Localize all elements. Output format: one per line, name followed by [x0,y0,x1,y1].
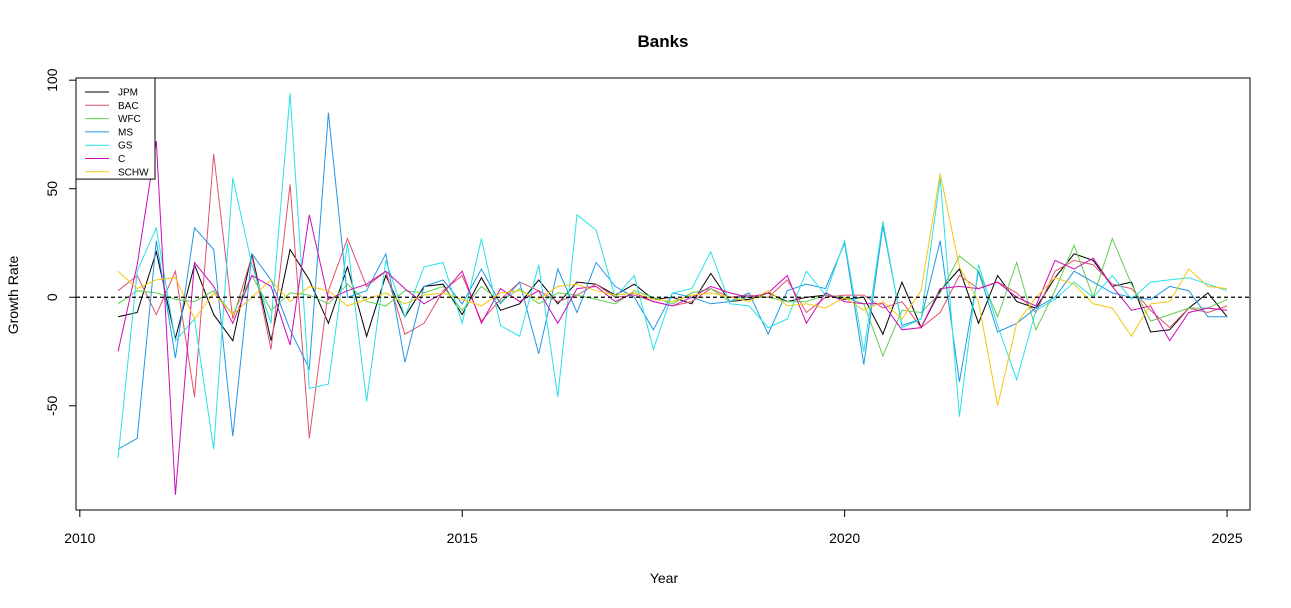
series-line-gs [117,93,1228,458]
plot-frame [75,77,1251,511]
legend-label-jpm: JPM [118,88,138,99]
legend-label-schw: SCHW [118,167,149,178]
chart-title: Banks [637,32,688,51]
x-tick-label: 2015 [447,530,478,546]
y-tick-label: 50 [44,181,60,197]
plot-lines [117,93,1228,495]
legend-box [75,77,156,180]
legend: JPM BAC WFC MS GS C SCHW [75,77,156,180]
legend-label-gs: GS [118,141,133,152]
y-tick-label: -50 [44,395,60,415]
x-tick-label: 2010 [64,530,95,546]
series-line-bac [117,153,1228,439]
series-line-c [117,140,1228,495]
x-axis: 2010 2015 2020 2025 [64,509,1243,546]
x-tick-label: 2025 [1211,530,1242,546]
x-tick-label: 2020 [829,530,860,546]
legend-label-c: C [118,154,125,165]
legend-label-wfc: WFC [118,114,141,125]
legend-label-ms: MS [118,127,133,138]
y-axis: -50 0 50 100 [44,68,77,416]
y-axis-label: Growth Rate [5,255,21,334]
y-tick-label: 100 [44,68,60,92]
series-line-schw [117,173,1228,406]
x-axis-label: Year [650,570,679,586]
legend-label-bac: BAC [118,101,139,112]
y-tick-label: 0 [44,293,60,301]
